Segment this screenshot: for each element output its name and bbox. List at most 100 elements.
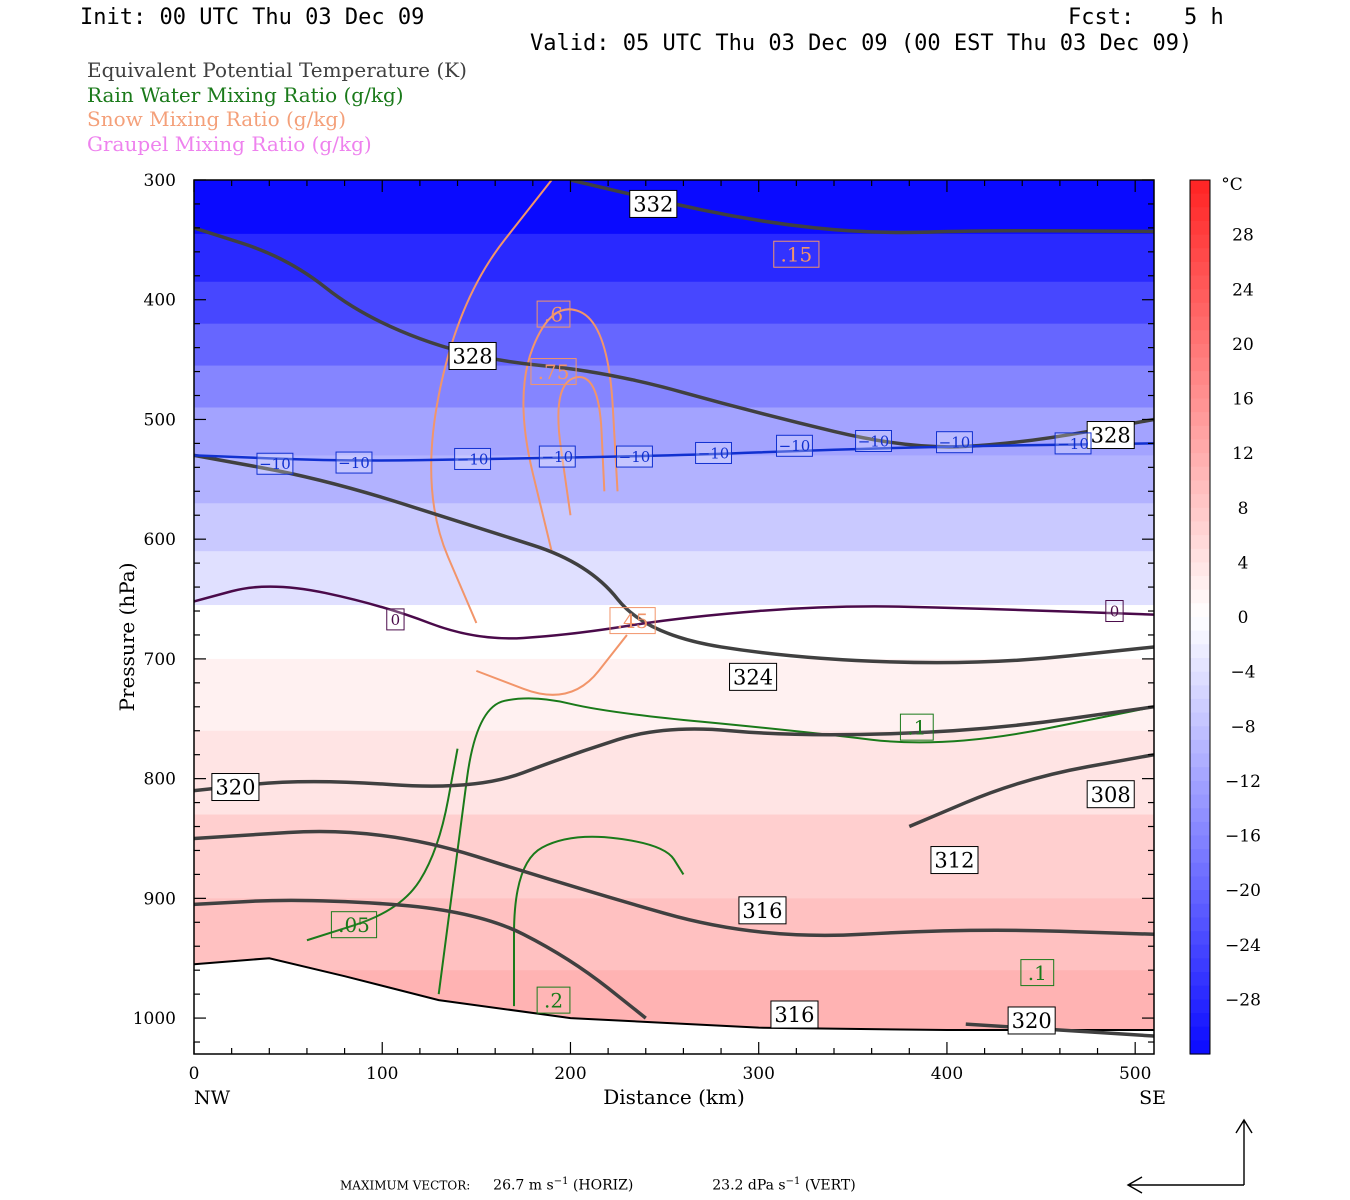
- isotherm-label: −10: [1057, 435, 1089, 453]
- colorbar-segment: [1190, 412, 1210, 427]
- temperature-field: [194, 180, 1154, 1054]
- colorbar-segment: [1190, 985, 1210, 1000]
- temperature-band: [194, 898, 1154, 972]
- colorbar-tick-label: −16: [1225, 827, 1261, 847]
- snow-contour: [430, 180, 553, 624]
- colorbar-tick-label: 24: [1232, 280, 1254, 300]
- snow-label-box: [530, 358, 577, 386]
- colorbar-segment: [1190, 698, 1210, 714]
- temperature-band: [194, 503, 1154, 553]
- isotherm-label: 0: [391, 611, 401, 629]
- forecast-label: Fcst:: [1068, 5, 1135, 30]
- y-tick-label: 300: [144, 171, 176, 191]
- rain-label-box: [536, 986, 571, 1014]
- rain-label: .05: [338, 913, 370, 937]
- theta-e-label: 320: [1012, 1009, 1052, 1033]
- colorbar-segment: [1190, 466, 1210, 482]
- colorbar-segment: [1190, 1026, 1210, 1041]
- colorbar-segment: [1190, 739, 1210, 755]
- colorbar-tick-label: −4: [1230, 663, 1255, 683]
- colorbar-segment: [1190, 712, 1210, 727]
- legend-entry: Snow Mixing Ratio (g/kg): [87, 107, 347, 131]
- x-tick-label: 100: [366, 1064, 398, 1084]
- rain-label-box: [1020, 959, 1055, 987]
- horiz-unit: (HORIZ): [572, 1177, 634, 1194]
- vert-sup: −1: [785, 1176, 801, 1187]
- colorbar-segment: [1190, 617, 1210, 632]
- horiz-sup: −1: [553, 1176, 569, 1187]
- init-time: Init: 00 UTC Thu 03 Dec 09: [80, 5, 425, 30]
- snow-label: .45: [617, 609, 649, 633]
- theta-e-label: 308: [1091, 783, 1131, 807]
- temperature-band: [194, 365, 1154, 409]
- colorbar-tick-label: −28: [1225, 990, 1261, 1010]
- colorbar-segment: [1190, 958, 1210, 973]
- rain-label-box: [899, 713, 934, 741]
- rain-label-box: [330, 911, 378, 939]
- colorbar-tick-label: 28: [1232, 226, 1254, 246]
- isotherm-label-box: [1054, 432, 1092, 455]
- rain-contour: [513, 835, 685, 1007]
- colorbar-segment: [1190, 453, 1210, 468]
- colorbar-tick-label: −8: [1230, 717, 1255, 737]
- colorbar-segment: [1190, 944, 1210, 960]
- legend-entry: Graupel Mixing Ratio (g/kg): [87, 131, 372, 156]
- reference-vector-icon: [1126, 1118, 1253, 1194]
- colorbar-tick-label: 12: [1232, 444, 1254, 464]
- colorbar-segment: [1190, 1040, 1210, 1055]
- vert-unit: (VERT): [804, 1177, 856, 1194]
- colorbar-segment: [1190, 589, 1210, 604]
- isotherm-label: −10: [939, 434, 971, 452]
- theta-e-label-box: [729, 662, 778, 691]
- theta-e-label-box: [1007, 1006, 1056, 1035]
- y-tick-label: 400: [144, 291, 176, 311]
- colorbar-segment: [1190, 494, 1210, 509]
- theta-e-contour: [194, 829, 1154, 938]
- theta-e-label: 316: [742, 899, 782, 923]
- x-tick-label: 0: [189, 1064, 200, 1084]
- y-axis-title: Pressure (hPa): [115, 563, 139, 712]
- isotherm-label: −10: [259, 455, 291, 473]
- snow-label: .15: [780, 242, 812, 266]
- theta-e-label: 324: [733, 665, 773, 689]
- y-tick-label: 800: [144, 770, 176, 790]
- colorbar-segment: [1190, 398, 1210, 413]
- colorbar-segment: [1190, 261, 1210, 277]
- temperature-band: [194, 814, 1154, 900]
- theta-e-label-box: [1086, 421, 1135, 450]
- colorbar-segment: [1190, 876, 1210, 891]
- snow-contour: [557, 376, 606, 516]
- colorbar-segment: [1190, 193, 1210, 208]
- isotherm-label-box: [538, 445, 576, 468]
- colorbar-segment: [1190, 576, 1210, 591]
- isotherm-label-box: [256, 452, 294, 475]
- colorbar-segment: [1190, 425, 1210, 441]
- colorbar-segment: [1190, 821, 1210, 837]
- colorbar-segment: [1190, 207, 1210, 222]
- colorbar-segment: [1190, 753, 1210, 768]
- y-tick-label: 600: [144, 530, 176, 550]
- contours: [194, 180, 1154, 1038]
- legend-entry: Rain Water Mixing Ratio (g/kg): [87, 82, 404, 107]
- colorbar-segment: [1190, 862, 1210, 878]
- colorbar-segment: [1190, 302, 1210, 318]
- isotherm-label-box: [386, 608, 405, 631]
- colorbar-segment: [1190, 726, 1210, 741]
- theta-e-contour: [194, 453, 1154, 665]
- isotherm-label-box: [936, 431, 973, 454]
- colorbar-frame: [1189, 179, 1211, 1055]
- isotherm-label-box: [776, 434, 813, 457]
- colorbar-segment: [1190, 480, 1210, 495]
- colorbar-segment: [1190, 275, 1210, 290]
- x-tick-label: 400: [931, 1064, 963, 1084]
- colorbar-tick-label: 8: [1238, 499, 1249, 519]
- snow-label: .75: [538, 360, 570, 384]
- colorbar-segment: [1190, 931, 1210, 946]
- colorbar-segment: [1190, 316, 1210, 331]
- snow-contour: [522, 308, 619, 552]
- theta-e-label-box: [930, 846, 979, 875]
- snow-contour: [475, 634, 628, 696]
- colorbar-segment: [1190, 562, 1210, 577]
- colorbar-tick-label: −12: [1225, 772, 1261, 792]
- colorbar-segment: [1190, 371, 1210, 386]
